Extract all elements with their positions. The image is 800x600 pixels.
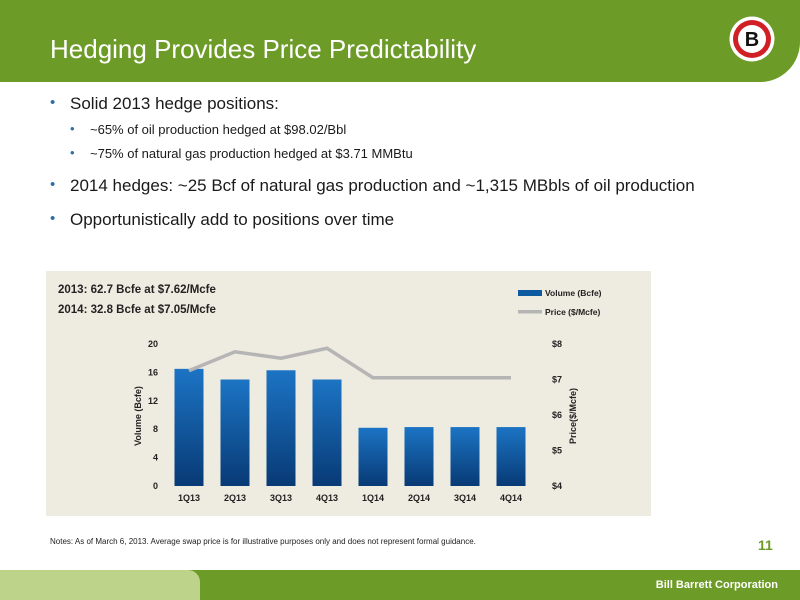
footer-bar: Bill Barrett Corporation bbox=[0, 570, 800, 600]
price-line bbox=[188, 346, 511, 380]
volume-bar bbox=[266, 370, 296, 486]
x-tick-label: 3Q14 bbox=[454, 493, 476, 503]
sub-bullet-text: ~75% of natural gas production hedged at… bbox=[90, 146, 413, 161]
logo-letter: B bbox=[745, 29, 759, 51]
footnote: Notes: As of March 6, 2013. Average swap… bbox=[50, 537, 476, 546]
y2-tick-label: $7 bbox=[552, 375, 562, 385]
x-tick-label: 4Q13 bbox=[316, 493, 338, 503]
volume-bar bbox=[174, 368, 204, 486]
y2-tick-label: $6 bbox=[552, 410, 562, 420]
page-number: 11 bbox=[758, 537, 773, 553]
bullet-text: Solid 2013 hedge positions: bbox=[70, 94, 279, 113]
sub-bullet-text: ~65% of oil production hedged at $98.02/… bbox=[90, 122, 347, 137]
volume-bar bbox=[496, 427, 526, 486]
y-tick-label: 16 bbox=[148, 367, 158, 377]
sub-bullet-item: • ~75% of natural gas production hedged … bbox=[48, 145, 768, 161]
x-tick-label: 1Q13 bbox=[178, 493, 200, 503]
legend-label-volume: Volume (Bcfe) bbox=[545, 288, 602, 298]
legend-label-price: Price ($/Mcfe) bbox=[545, 307, 600, 317]
legend-swatch-price bbox=[518, 310, 542, 314]
x-tick-label: 2Q14 bbox=[408, 493, 430, 503]
bullet-dot: • bbox=[50, 94, 56, 111]
y-tick-label: 8 bbox=[153, 424, 158, 434]
x-tick-label: 2Q13 bbox=[224, 493, 246, 503]
bullet-dot: • bbox=[70, 145, 75, 160]
volume-bar bbox=[404, 427, 434, 486]
bullet-dot: • bbox=[50, 210, 56, 227]
bullet-dot: • bbox=[70, 121, 75, 136]
company-logo: B bbox=[729, 16, 775, 62]
y2-axis-title: Price($/Mcfe) bbox=[568, 388, 578, 444]
header-bar: Hedging Provides Price Predictability B bbox=[0, 0, 800, 82]
volume-bar bbox=[220, 379, 250, 486]
slide-title: Hedging Provides Price Predictability bbox=[50, 34, 477, 64]
hedge-chart: 2013: 62.7 Bcfe at $7.62/Mcfe 2014: 32.8 … bbox=[58, 284, 602, 503]
bullet-list: • Solid 2013 hedge positions: • ~65% of … bbox=[48, 94, 768, 238]
legend-swatch-volume bbox=[518, 290, 542, 296]
bullet-text: Opportunistically add to positions over … bbox=[70, 210, 395, 229]
company-name: Bill Barrett Corporation bbox=[655, 579, 778, 591]
y-tick-label: 0 bbox=[153, 481, 158, 491]
bullet-dot: • bbox=[50, 176, 56, 193]
y2-tick-label: $8 bbox=[552, 339, 562, 349]
x-tick-label: 3Q13 bbox=[270, 493, 292, 503]
volume-bar bbox=[450, 427, 480, 486]
chart-annotation: 2013: 62.7 Bcfe at $7.62/Mcfe bbox=[58, 284, 216, 296]
bullet-item: • Opportunistically add to positions ove… bbox=[48, 210, 768, 230]
footer-accent bbox=[0, 570, 200, 600]
x-tick-label: 1Q14 bbox=[362, 493, 384, 503]
y2-tick-label: $4 bbox=[552, 481, 562, 491]
chart-panel: 2013: 62.7 Bcfe at $7.62/Mcfe 2014: 32.8 … bbox=[46, 271, 651, 516]
bullet-item: • 2014 hedges: ~25 Bcf of natural gas pr… bbox=[48, 176, 768, 196]
bullet-item: • Solid 2013 hedge positions: bbox=[48, 94, 768, 114]
volume-bar bbox=[358, 427, 388, 486]
x-tick-label: 4Q14 bbox=[500, 493, 522, 503]
y-tick-label: 4 bbox=[153, 453, 158, 463]
y-tick-label: 20 bbox=[148, 339, 158, 349]
y-axis-title: Volume (Bcfe) bbox=[133, 386, 143, 446]
bullet-text: 2014 hedges: ~25 Bcf of natural gas prod… bbox=[70, 176, 695, 195]
y2-tick-label: $5 bbox=[552, 446, 562, 456]
volume-bar bbox=[312, 379, 342, 486]
sub-bullet-item: • ~65% of oil production hedged at $98.0… bbox=[48, 121, 768, 137]
y-tick-label: 12 bbox=[148, 396, 158, 406]
chart-annotation: 2014: 32.8 Bcfe at $7.05/Mcfe bbox=[58, 304, 216, 316]
